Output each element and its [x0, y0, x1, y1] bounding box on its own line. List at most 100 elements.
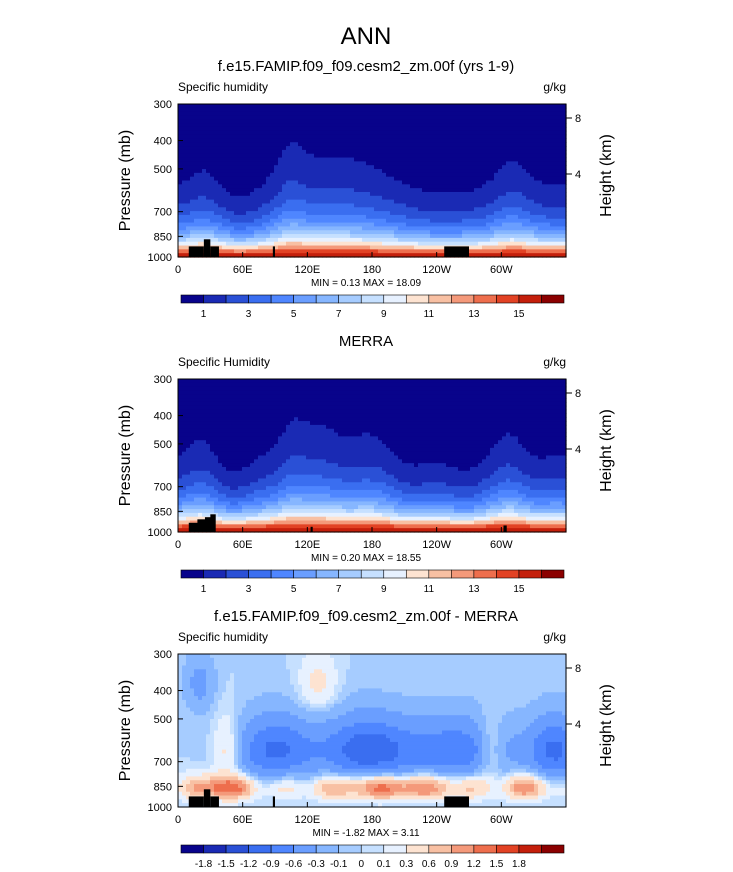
field-cell — [198, 379, 203, 384]
field-cell — [290, 119, 295, 124]
field-cell — [298, 119, 303, 124]
field-cell — [362, 123, 367, 128]
field-cell — [482, 180, 487, 185]
field-cell — [230, 153, 235, 159]
field-cell — [486, 169, 491, 174]
field-cell — [502, 203, 507, 208]
field-cell — [382, 107, 387, 113]
field-cell — [526, 230, 531, 235]
field-cell — [358, 126, 363, 132]
field-cell — [278, 512, 283, 518]
field-cell — [410, 249, 415, 254]
field-cell — [546, 176, 551, 182]
field-cell — [298, 184, 303, 189]
field-cell — [542, 191, 547, 197]
field-cell — [206, 119, 211, 124]
field-cell — [198, 432, 203, 437]
field-cell — [186, 451, 191, 457]
field-cell — [238, 180, 243, 185]
field-cell — [394, 203, 399, 208]
field-cell — [274, 123, 279, 128]
field-cell — [390, 218, 395, 224]
field-cell — [502, 157, 507, 162]
field-cell — [178, 447, 183, 453]
field-cell — [226, 440, 231, 445]
field-cell — [438, 107, 443, 113]
field-cell — [454, 119, 459, 124]
field-cell — [486, 115, 491, 120]
field-cell — [530, 165, 535, 170]
field-cell — [250, 497, 255, 502]
field-cell — [538, 104, 543, 109]
field-cell — [474, 142, 479, 147]
field-cell — [266, 253, 271, 258]
field-cell — [226, 417, 231, 422]
field-cell — [470, 119, 475, 124]
field-cell — [510, 172, 515, 178]
field-cell — [406, 180, 411, 185]
field-cell — [290, 234, 295, 239]
field-cell — [426, 241, 431, 247]
field-cell — [366, 237, 371, 243]
field-cell — [462, 169, 467, 174]
field-cell — [218, 104, 223, 109]
field-cell — [374, 157, 379, 162]
field-cell — [186, 203, 191, 208]
field-cell — [194, 386, 199, 392]
field-cell — [198, 123, 203, 128]
field-cell — [330, 119, 335, 124]
field-cell — [482, 214, 487, 220]
field-cell — [366, 184, 371, 189]
field-cell — [226, 528, 231, 533]
field-cell — [266, 149, 271, 155]
field-cell — [214, 119, 219, 124]
field-cell — [434, 203, 439, 208]
field-cell — [178, 142, 183, 147]
field-cell — [206, 134, 211, 140]
field-cell — [510, 130, 515, 136]
field-cell — [486, 176, 491, 182]
field-cell — [282, 199, 287, 205]
field-cell — [234, 146, 239, 151]
field-cell — [262, 111, 267, 117]
field-cell — [202, 149, 207, 155]
field-cell — [234, 138, 239, 143]
field-cell — [270, 421, 275, 426]
field-cell — [202, 130, 207, 136]
field-cell — [538, 211, 543, 216]
field-cell — [330, 211, 335, 216]
field-cell — [250, 455, 255, 460]
field-cell — [478, 188, 483, 193]
field-cell — [346, 172, 351, 178]
field-cell — [482, 203, 487, 208]
field-cell — [502, 180, 507, 185]
field-cell — [250, 489, 255, 495]
field-cell — [442, 218, 447, 224]
field-cell — [354, 104, 359, 109]
field-cell — [330, 253, 335, 258]
field-cell — [274, 382, 279, 388]
field-cell — [298, 149, 303, 155]
field-cell — [194, 417, 199, 422]
field-cell — [294, 234, 299, 239]
field-cell — [214, 512, 219, 518]
field-cell — [546, 130, 551, 136]
field-cell — [322, 195, 327, 201]
field-cell — [522, 104, 527, 109]
field-cell — [218, 161, 223, 166]
field-cell — [190, 417, 195, 422]
field-cell — [202, 142, 207, 147]
field-cell — [366, 165, 371, 170]
field-cell — [278, 180, 283, 185]
field-cell — [506, 149, 511, 155]
field-cell — [478, 226, 483, 231]
field-cell — [470, 249, 475, 254]
field-cell — [442, 199, 447, 205]
field-cell — [298, 104, 303, 109]
field-cell — [430, 126, 435, 132]
field-cell — [306, 253, 311, 258]
field-cell — [378, 176, 383, 182]
field-cell — [350, 104, 355, 109]
field-cell — [254, 482, 259, 487]
field-cell — [434, 172, 439, 178]
